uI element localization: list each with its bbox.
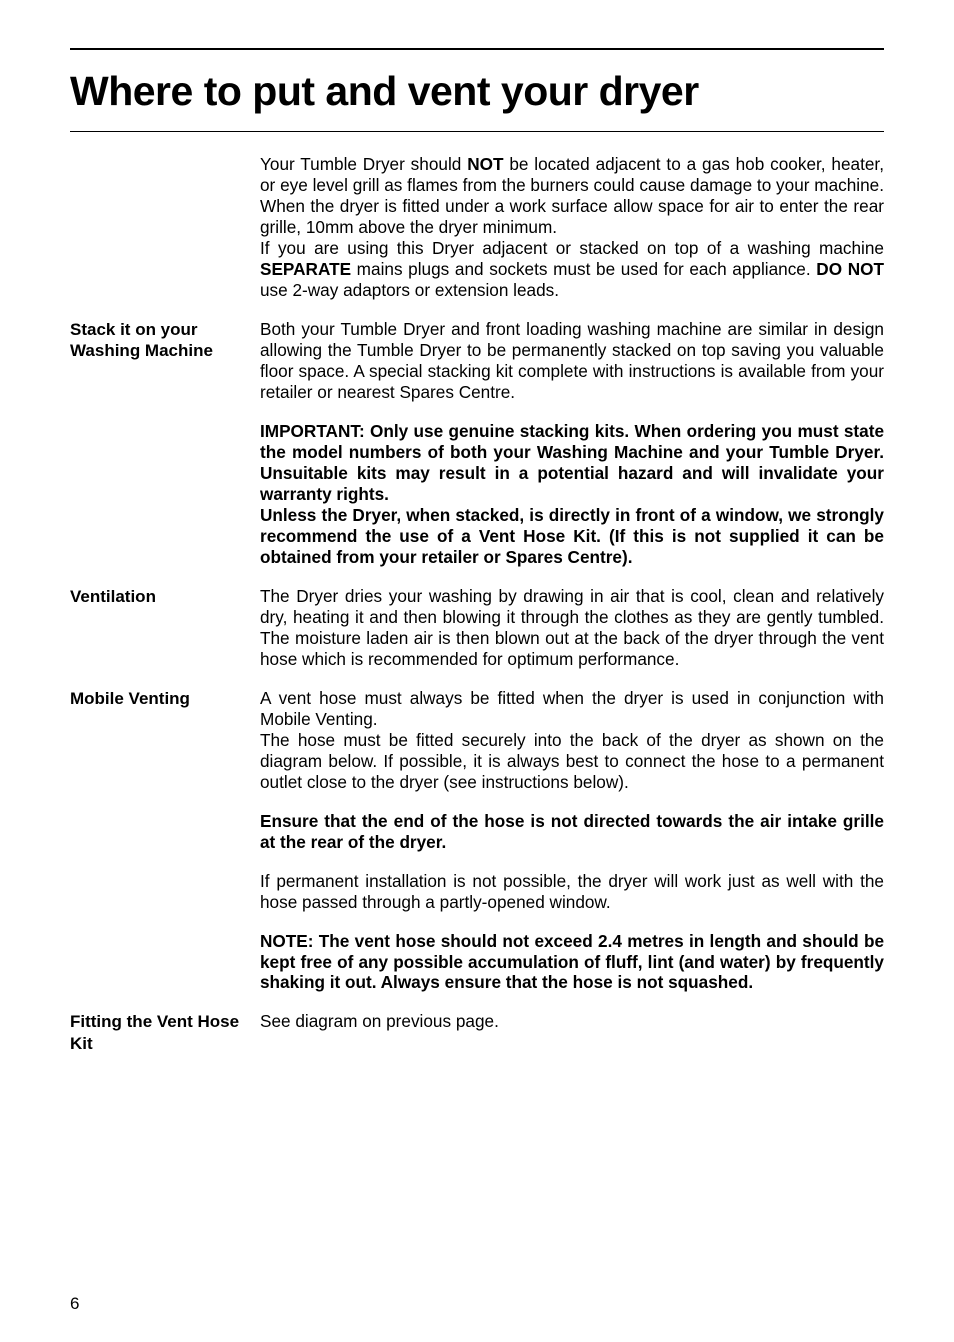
top-rule bbox=[70, 48, 884, 50]
mobile-ensure: Ensure that the end of the hose is not d… bbox=[260, 811, 884, 853]
page-number: 6 bbox=[70, 1294, 79, 1314]
mobile-body: A vent hose must always be fitted when t… bbox=[260, 688, 884, 994]
stack-unless: Unless the Dryer, when stacked, is direc… bbox=[260, 505, 884, 568]
intro-bold-not: NOT bbox=[467, 154, 503, 174]
ventilation-body: The Dryer dries your washing by drawing … bbox=[260, 586, 884, 670]
fitting-para1: See diagram on previous page. bbox=[260, 1011, 884, 1032]
intro-text: If you are using this Dryer adjacent or … bbox=[260, 238, 884, 258]
mobile-para1: A vent hose must always be fitted when t… bbox=[260, 688, 884, 730]
intro-bold-donot: DO NOT bbox=[816, 259, 884, 279]
stack-important: IMPORTANT: Only use genuine stacking kit… bbox=[260, 421, 884, 505]
fitting-label: Fitting the Vent Hose Kit bbox=[70, 1011, 260, 1054]
intro-para2: If you are using this Dryer adjacent or … bbox=[260, 238, 884, 301]
stack-para1: Both your Tumble Dryer and front loading… bbox=[260, 319, 884, 403]
intro-bold-separate: SEPARATE bbox=[260, 259, 351, 279]
title-rule bbox=[70, 131, 884, 132]
intro-body: Your Tumble Dryer should NOT be located … bbox=[260, 154, 884, 301]
mobile-para2: The hose must be fitted securely into th… bbox=[260, 730, 884, 793]
mobile-section: Mobile Venting A vent hose must always b… bbox=[70, 688, 884, 994]
intro-text: Your Tumble Dryer should bbox=[260, 154, 467, 174]
stack-label: Stack it on your Washing Machine bbox=[70, 319, 260, 362]
fitting-section: Fitting the Vent Hose Kit See diagram on… bbox=[70, 1011, 884, 1054]
intro-text: use 2-way adaptors or extension leads. bbox=[260, 280, 559, 300]
fitting-body: See diagram on previous page. bbox=[260, 1011, 884, 1032]
stack-section: Stack it on your Washing Machine Both yo… bbox=[70, 319, 884, 568]
page-title: Where to put and vent your dryer bbox=[70, 68, 884, 115]
content-area: Your Tumble Dryer should NOT be located … bbox=[70, 154, 884, 1054]
ventilation-section: Ventilation The Dryer dries your washing… bbox=[70, 586, 884, 670]
intro-text: mains plugs and sockets must be used for… bbox=[351, 259, 816, 279]
ventilation-label: Ventilation bbox=[70, 586, 260, 607]
ventilation-para1: The Dryer dries your washing by drawing … bbox=[260, 586, 884, 670]
mobile-label: Mobile Venting bbox=[70, 688, 260, 709]
mobile-note: NOTE: The vent hose should not exceed 2.… bbox=[260, 931, 884, 994]
intro-section: Your Tumble Dryer should NOT be located … bbox=[70, 154, 884, 301]
stack-body: Both your Tumble Dryer and front loading… bbox=[260, 319, 884, 568]
mobile-para3: If permanent installation is not possibl… bbox=[260, 871, 884, 913]
intro-para1: Your Tumble Dryer should NOT be located … bbox=[260, 154, 884, 238]
